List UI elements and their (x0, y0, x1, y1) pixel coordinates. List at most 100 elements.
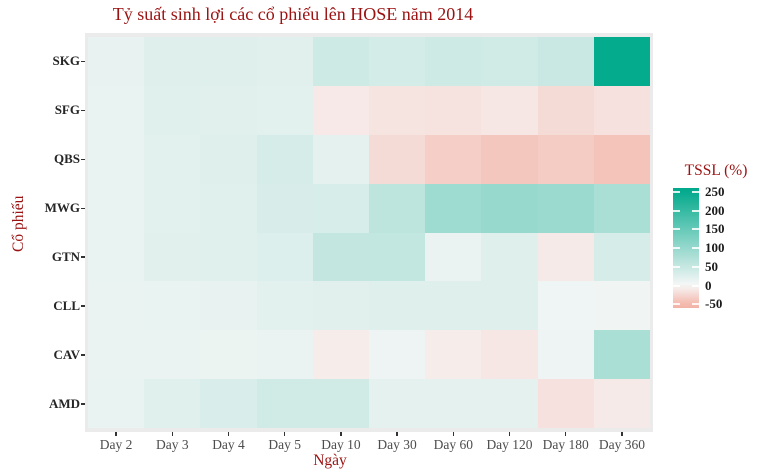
heatmap-cell (369, 134, 426, 184)
heatmap-cell (144, 281, 201, 331)
heatmap-cell (312, 183, 369, 233)
heatmap-cell (88, 232, 145, 282)
heatmap-cell (593, 37, 650, 86)
heatmap-cell (593, 85, 650, 135)
heatmap-cell (481, 134, 538, 184)
heatmap-cell (312, 281, 369, 331)
x-tick-label: Day 180 (542, 437, 589, 452)
heatmap-cell (88, 134, 145, 184)
y-tick-label: SFG (54, 102, 80, 118)
heatmap-cell (256, 379, 313, 428)
heatmap-cell (200, 85, 257, 135)
heatmap-cell (200, 37, 257, 86)
heatmap-cell (256, 37, 313, 86)
heatmap-cell (88, 183, 145, 233)
y-tick-label: CLL (53, 297, 80, 313)
chart-title: Tỷ suất sinh lợi các cổ phiếu lên HOSE n… (112, 4, 474, 24)
x-tick-mark (396, 432, 398, 436)
heatmap-cell (369, 85, 426, 135)
x-tick-mark (340, 432, 342, 436)
x-tick-mark (564, 432, 567, 436)
heatmap-cell (312, 330, 369, 380)
heatmap-cell (593, 281, 650, 331)
heatmap-cell (144, 37, 201, 86)
heatmap-cell (369, 37, 426, 86)
y-tick-label: AMD (48, 395, 80, 411)
x-axis-title: Ngày (313, 452, 347, 469)
heatmap-cell (425, 134, 482, 184)
heatmap-cell (312, 379, 369, 428)
heatmap-cell (144, 330, 201, 380)
heatmap-cell (425, 37, 482, 86)
heatmap-cell (537, 379, 594, 428)
x-tick-mark (621, 432, 623, 436)
heatmap-cell (256, 134, 313, 184)
heatmap-cell (425, 232, 482, 282)
heatmap-tiles (88, 37, 650, 428)
heatmap-cell (200, 183, 257, 233)
x-tick-label: Day 120 (486, 437, 533, 452)
y-tick-label: CAV (53, 346, 81, 362)
heatmap-cell (256, 232, 313, 282)
heatmap-cell (537, 330, 594, 380)
heatmap-cell (481, 379, 538, 428)
x-tick-label: Day 2 (99, 437, 133, 452)
heatmap-cell (537, 183, 594, 233)
x-tick-label: Day 360 (598, 437, 645, 452)
heatmap-cell (481, 281, 538, 331)
heatmap-cell (481, 183, 538, 233)
heatmap-cell (593, 330, 650, 380)
heatmap-cell (256, 183, 313, 233)
x-tick-label: Day 4 (212, 437, 245, 452)
x-tick-mark (508, 432, 511, 436)
heatmap-cell (369, 330, 426, 380)
y-axis-title: Cổ phiếu (10, 195, 27, 252)
heatmap-cell (369, 379, 426, 428)
heatmap-cell (312, 134, 369, 184)
heatmap-cell (256, 281, 313, 331)
heatmap-cell (481, 330, 538, 380)
heatmap-cell (312, 85, 369, 135)
x-tick-label: Day 10 (321, 437, 361, 452)
heatmap-cell (312, 37, 369, 86)
heatmap-cell (537, 134, 594, 184)
heatmap-cell (369, 281, 426, 331)
heatmap-cell (88, 379, 145, 428)
heatmap-cell (144, 232, 201, 282)
heatmap-cell (200, 134, 257, 184)
heatmap-cell (256, 85, 313, 135)
x-tick-label: Day 5 (268, 437, 301, 452)
heatmap-cell (537, 85, 594, 135)
heatmap-cell (425, 330, 482, 380)
x-tick-mark (115, 432, 117, 436)
colorbar-tick-label: 0 (705, 277, 712, 293)
heatmap-cell (144, 183, 201, 233)
colorbar-tick-label: 150 (705, 221, 725, 237)
heatmap-panel (85, 33, 653, 432)
heatmap-cell (593, 134, 650, 184)
heatmap-cell (200, 281, 257, 331)
legend-title: TSSL (%) (684, 162, 748, 179)
heatmap-cell (369, 183, 426, 233)
heatmap-cell (425, 183, 482, 233)
heatmap-cell (88, 37, 145, 86)
colorbar-tick-label: 50 (705, 258, 718, 274)
heatmap-cell (144, 85, 201, 135)
legend-colorbar (673, 188, 699, 308)
x-tick-label: Day 30 (377, 437, 417, 452)
x-tick-mark (171, 432, 174, 436)
colorbar-tick-label: 200 (705, 202, 725, 218)
heatmap-cell (256, 330, 313, 380)
x-tick-label: Day 3 (155, 437, 189, 452)
heatmap-cell (200, 379, 257, 428)
heatmap-cell (425, 281, 482, 331)
x-tick-mark (227, 432, 230, 436)
heatmap-cell (425, 85, 482, 135)
colorbar-tick-label: 250 (705, 183, 725, 199)
heatmap-cell (537, 232, 594, 282)
heatmap-cell (481, 232, 538, 282)
heatmap-cell (88, 281, 145, 331)
x-tick-mark (283, 432, 286, 436)
heatmap-cell (312, 232, 369, 282)
